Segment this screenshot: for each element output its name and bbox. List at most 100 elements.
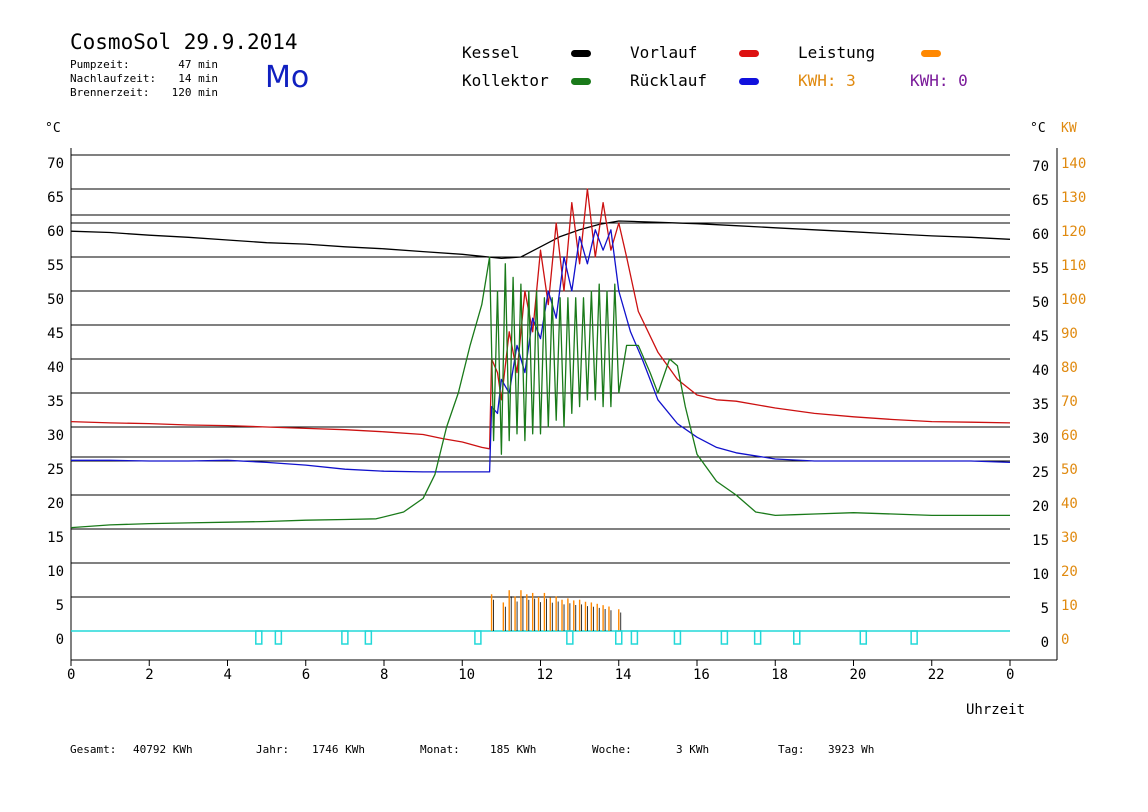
y-tick-label-right: 55 [1032,261,1049,277]
right-axis-unit-c: °C [1030,121,1046,136]
stat-nachlaufzeit-value: 14 min [178,72,218,85]
legend-kollektor-swatch [571,78,591,85]
grid-lines [71,154,1010,632]
y-tick-label-left: 20 [47,496,64,512]
legend-kwh-solar: KWH: 3 [798,71,856,90]
kw-tick-label: 80 [1061,360,1078,376]
footer-jahr-label: Jahr: [256,743,290,756]
y-tick-label-left: 50 [47,292,64,308]
x-tick-label: 10 [458,667,475,683]
stat-pumpzeit-value: 47 min [178,58,218,71]
y-tick-label-left: 45 [47,326,64,342]
legend-leistung-label: Leistung [798,43,876,62]
x-tick-label: 0 [67,667,75,683]
footer-tag-label: Tag: [778,743,805,756]
y-tick-label-left: 70 [47,156,64,172]
legend-kessel-swatch [571,50,591,57]
stat-pumpzeit-label: Pumpzeit: [70,58,130,71]
y-tick-label-right: 50 [1032,295,1049,311]
kw-tick-label: 10 [1061,598,1078,614]
right-axis-unit-kw: KW [1061,121,1077,136]
footer-gesamt-value: 40792 KWh [133,743,193,756]
y-tick-label-left: 35 [47,394,64,410]
kw-tick-label: 140 [1061,156,1086,172]
legend-ruecklauf-swatch [739,78,759,85]
y-tick-label-right: 70 [1032,159,1049,175]
pump-mark [341,630,349,645]
x-tick-label: 6 [302,667,310,683]
series-lines [70,188,1011,529]
pump-mark [720,630,729,645]
pump-mark [615,630,623,645]
x-tick-label: 0 [1006,667,1014,683]
legend-vorlauf-label: Vorlauf [630,43,698,62]
kw-tick-label: 100 [1061,292,1086,308]
y-tick-label-right: 10 [1032,567,1049,583]
kw-tick-label: 90 [1061,326,1078,342]
y-tick-label-left: 55 [47,258,64,274]
stat-brennerzeit-value: 120 min [171,86,218,99]
y-tick-label-left: 60 [47,224,64,240]
footer-woche-value: 3 KWh [676,743,710,756]
y-tick-label-right: 30 [1032,431,1049,447]
pump-mark [859,630,868,645]
x-tick-label: 4 [224,667,232,683]
y-tick-label-right: 45 [1032,329,1049,345]
y-tick-label-right: 60 [1032,227,1049,243]
kw-tick-label: 70 [1061,394,1078,410]
kw-tick-label: 40 [1061,496,1078,512]
x-tick-label: 2 [145,667,153,683]
footer-jahr-value: 1746 KWh [312,743,365,756]
y-tick-label-left: 10 [47,564,64,580]
footer-gesamt-label: Gesamt: [70,743,117,756]
footer-woche-label: Woche: [592,743,632,756]
chart-title: CosmoSol 29.9.2014 [70,30,298,54]
kw-tick-label: 60 [1061,428,1078,444]
series-line-vorlauf [70,188,1011,450]
y-tick-label-right: 25 [1032,465,1049,481]
left-axis-unit: °C [45,121,61,136]
y-tick-label-left: 5 [56,598,64,614]
legend-vorlauf-swatch [739,50,759,57]
legend-kwh-brenner: KWH: 0 [910,71,968,90]
x-tick-label: 8 [380,667,388,683]
leistung-bars [490,590,622,631]
footer-tag-value: 3923 Wh [828,743,875,756]
y-tick-label-left: 65 [47,190,64,206]
kw-tick-label: 0 [1061,632,1069,648]
pump-mark [673,630,682,645]
y-tick-label-right: 0 [1041,635,1049,651]
pump-mark [364,630,373,645]
x-tick-label: 16 [693,667,710,683]
legend-ruecklauf-label: Rücklauf [630,71,708,90]
kw-tick-label: 130 [1061,190,1086,206]
x-tick-label: 12 [537,667,554,683]
x-tick-label: 22 [928,667,945,683]
stat-nachlaufzeit-label: Nachlaufzeit: [70,72,157,85]
legend-kessel-label: Kessel [462,43,520,62]
y-tick-label-left: 25 [47,462,64,478]
stat-brennerzeit-label: Brennerzeit: [70,86,150,99]
legend-leistung-swatch [921,50,941,57]
weekday-label: Mo [265,60,310,95]
x-axis-label: Uhrzeit [966,702,1026,718]
series-line-rcklauf [71,229,1011,473]
kw-tick-label: 110 [1061,258,1086,274]
kw-tick-label: 30 [1061,530,1078,546]
pump-marks [255,630,918,645]
pump-mark [910,630,918,645]
series-line-kessel [70,220,1011,260]
footer-monat-value: 185 KWh [490,743,537,756]
kw-tick-label: 120 [1061,224,1086,240]
y-tick-label-left: 40 [47,360,64,376]
y-tick-label-left: 30 [47,428,64,444]
pump-mark [630,630,639,645]
footer-monat-label: Monat: [420,743,460,756]
y-tick-label-right: 5 [1041,601,1049,617]
x-tick-label: 14 [615,667,632,683]
tick-labels: 0 2 4 6 8 10 12 14 16 18 20 22 0 70 70 140 65 65 130 60 60 12… [47,156,1086,683]
pump-mark [255,630,263,645]
y-tick-label-right: 40 [1032,363,1049,379]
kw-tick-label: 50 [1061,462,1078,478]
